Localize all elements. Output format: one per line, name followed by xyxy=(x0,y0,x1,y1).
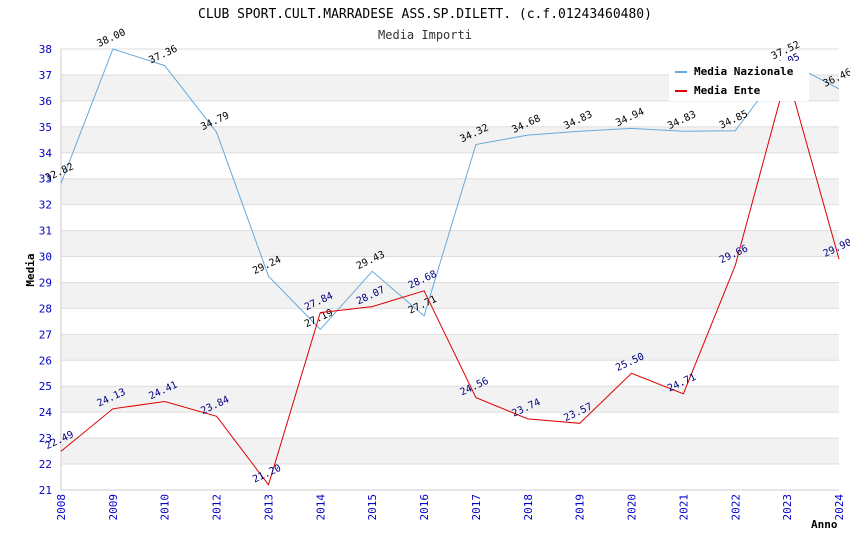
grid-band xyxy=(61,230,839,257)
grid-band xyxy=(61,438,839,465)
x-tick-label: 2016 xyxy=(418,494,431,521)
y-tick-label: 38 xyxy=(39,43,52,56)
grid-lines xyxy=(60,48,839,491)
grid-band xyxy=(61,386,839,413)
y-tick-label: 33 xyxy=(39,173,52,186)
x-tick-label: 2019 xyxy=(574,494,587,521)
y-tick-label: 36 xyxy=(39,95,52,108)
y-tick-label: 27 xyxy=(39,328,52,341)
x-tick-label: 2018 xyxy=(522,494,535,521)
x-tick-label: 2022 xyxy=(729,494,742,521)
y-tick-label: 32 xyxy=(39,199,52,212)
y-tick-label: 24 xyxy=(39,406,53,419)
x-axis-title: Anno xyxy=(811,518,838,531)
data-label: 38.00 xyxy=(95,27,127,50)
grid-band xyxy=(61,282,839,309)
y-tick-label: 31 xyxy=(39,225,52,238)
x-tick-label: 2017 xyxy=(470,494,483,521)
x-tick-label: 2021 xyxy=(677,494,690,521)
grid-band xyxy=(61,334,839,361)
y-axis-title: Media xyxy=(24,253,37,286)
chart-title: CLUB SPORT.CULT.MARRADESE ASS.SP.DILETT.… xyxy=(198,7,652,22)
legend: Media Nazionale Media Ente xyxy=(669,61,809,101)
x-tick-label: 2013 xyxy=(262,494,275,521)
x-tick-label: 2020 xyxy=(626,494,639,521)
y-tick-label: 29 xyxy=(39,276,52,289)
y-tick-label: 22 xyxy=(39,458,52,471)
series-line-nazionale xyxy=(60,48,840,331)
legend-label-ente: Media Ente xyxy=(694,84,761,97)
x-tick-label: 2008 xyxy=(55,494,68,521)
y-tick-label: 37 xyxy=(39,69,52,82)
legend-label-nazionale: Media Nazionale xyxy=(694,65,794,78)
y-tick-label: 34 xyxy=(39,147,53,160)
y-tick-label: 23 xyxy=(39,432,52,445)
x-tick-label: 2015 xyxy=(366,494,379,521)
chart-subtitle: Media Importi xyxy=(378,28,472,42)
x-tick-label: 2009 xyxy=(107,494,120,521)
y-tick-label: 21 xyxy=(39,484,52,497)
y-tick-label: 28 xyxy=(39,302,52,315)
y-tick-label: 25 xyxy=(39,380,52,393)
y-tick-label: 30 xyxy=(39,251,52,264)
grid-band xyxy=(61,178,839,205)
x-tick-label: 2012 xyxy=(211,494,224,521)
plot-area xyxy=(61,49,839,490)
grid-bands xyxy=(61,49,839,490)
x-tick-label: 2014 xyxy=(314,494,327,521)
y-tick-label: 35 xyxy=(39,121,52,134)
x-tick-label: 2023 xyxy=(781,494,794,521)
series-line-ente xyxy=(60,71,840,486)
y-axis-ticks: 21 22 23 24 25 26 27 28 29 30 31 32 33 34 35 36 37 38 xyxy=(39,43,53,497)
y-tick-label: 26 xyxy=(39,354,52,367)
x-axis-ticks: 2008 2009 2010 2012 2013 2014 2015 2016 2017 2018… xyxy=(55,494,846,521)
x-tick-label: 2024 xyxy=(833,494,846,521)
legend-background xyxy=(669,61,809,101)
x-tick-label: 2010 xyxy=(159,494,172,521)
